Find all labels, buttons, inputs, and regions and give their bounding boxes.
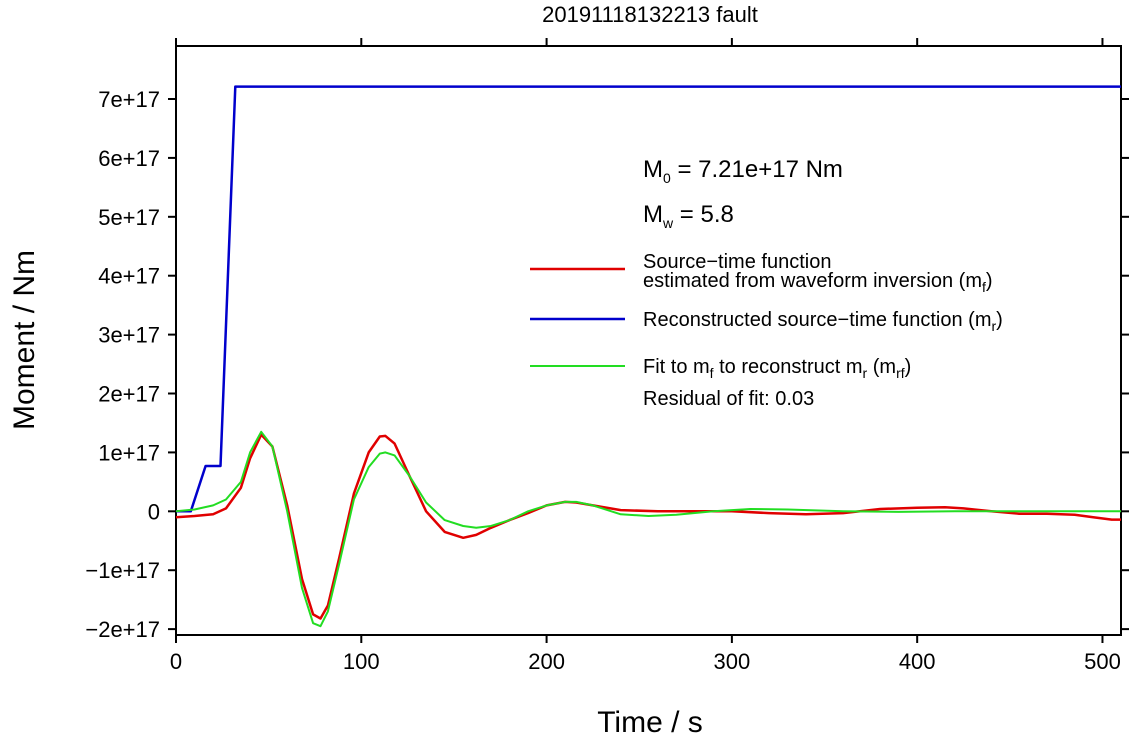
y-axis-title: Moment / Nm	[8, 250, 41, 430]
series-line-source-time	[175, 433, 1121, 620]
mw-symbol: M	[643, 201, 663, 228]
y-tick-label: −2e+17	[85, 617, 160, 642]
chart-title: 20191118132213 fault	[542, 2, 758, 27]
y-tick-label: 6e+17	[98, 146, 160, 171]
y-tick-label: 1e+17	[98, 440, 160, 465]
series-layer	[175, 85, 1121, 628]
y-tick-label: 4e+17	[98, 264, 160, 289]
y-tick-label: 2e+17	[98, 382, 160, 407]
x-tick-label: 300	[714, 649, 751, 674]
seismic-moment-annotation: M0 = 7.21e+17 Nm	[643, 156, 843, 186]
legend-label-red-line1: Source−time function	[643, 251, 831, 273]
y-tick-label: 7e+17	[98, 87, 160, 112]
legend-label-red-line2: estimated from waveform inversion (mf)	[643, 270, 993, 295]
m0-value: = 7.21e+17 Nm	[671, 156, 843, 183]
mw-subscript: w	[662, 215, 674, 231]
y-tick-label: 5e+17	[98, 205, 160, 230]
series-line-fit	[175, 430, 1121, 628]
residual-annotation: Residual of fit: 0.03	[643, 388, 814, 410]
plot-frame	[175, 45, 1122, 636]
legend-label-blue: Reconstructed source−time function (mr)	[643, 309, 1003, 334]
y-tick-label: 3e+17	[98, 323, 160, 348]
y-tick-label: 0	[148, 499, 160, 524]
y-axis: −2e+17 −1e+17 0 1e+17 2e+17 3e+17 4e+17 5e+17 6e…	[85, 87, 1129, 642]
x-tick-label: 0	[170, 649, 182, 674]
y-tick-label: −1e+17	[85, 558, 160, 583]
x-tick-label: 100	[343, 649, 380, 674]
series-line-reconstructed	[176, 85, 1121, 513]
x-axis: 0 100 200 300 400 500	[170, 38, 1121, 674]
x-axis-title: Time / s	[597, 706, 703, 736]
legend: Source−time function estimated from wave…	[530, 251, 1003, 410]
m0-subscript: 0	[663, 170, 671, 186]
moment-magnitude-annotation: Mw = 5.8	[643, 201, 734, 231]
x-tick-label: 200	[528, 649, 565, 674]
x-tick-label: 500	[1084, 649, 1121, 674]
m0-symbol: M	[643, 156, 663, 183]
mw-value: = 5.8	[673, 201, 734, 228]
legend-label-green: Fit to mf to reconstruct mr (mrf)	[643, 356, 911, 381]
x-tick-label: 400	[899, 649, 936, 674]
